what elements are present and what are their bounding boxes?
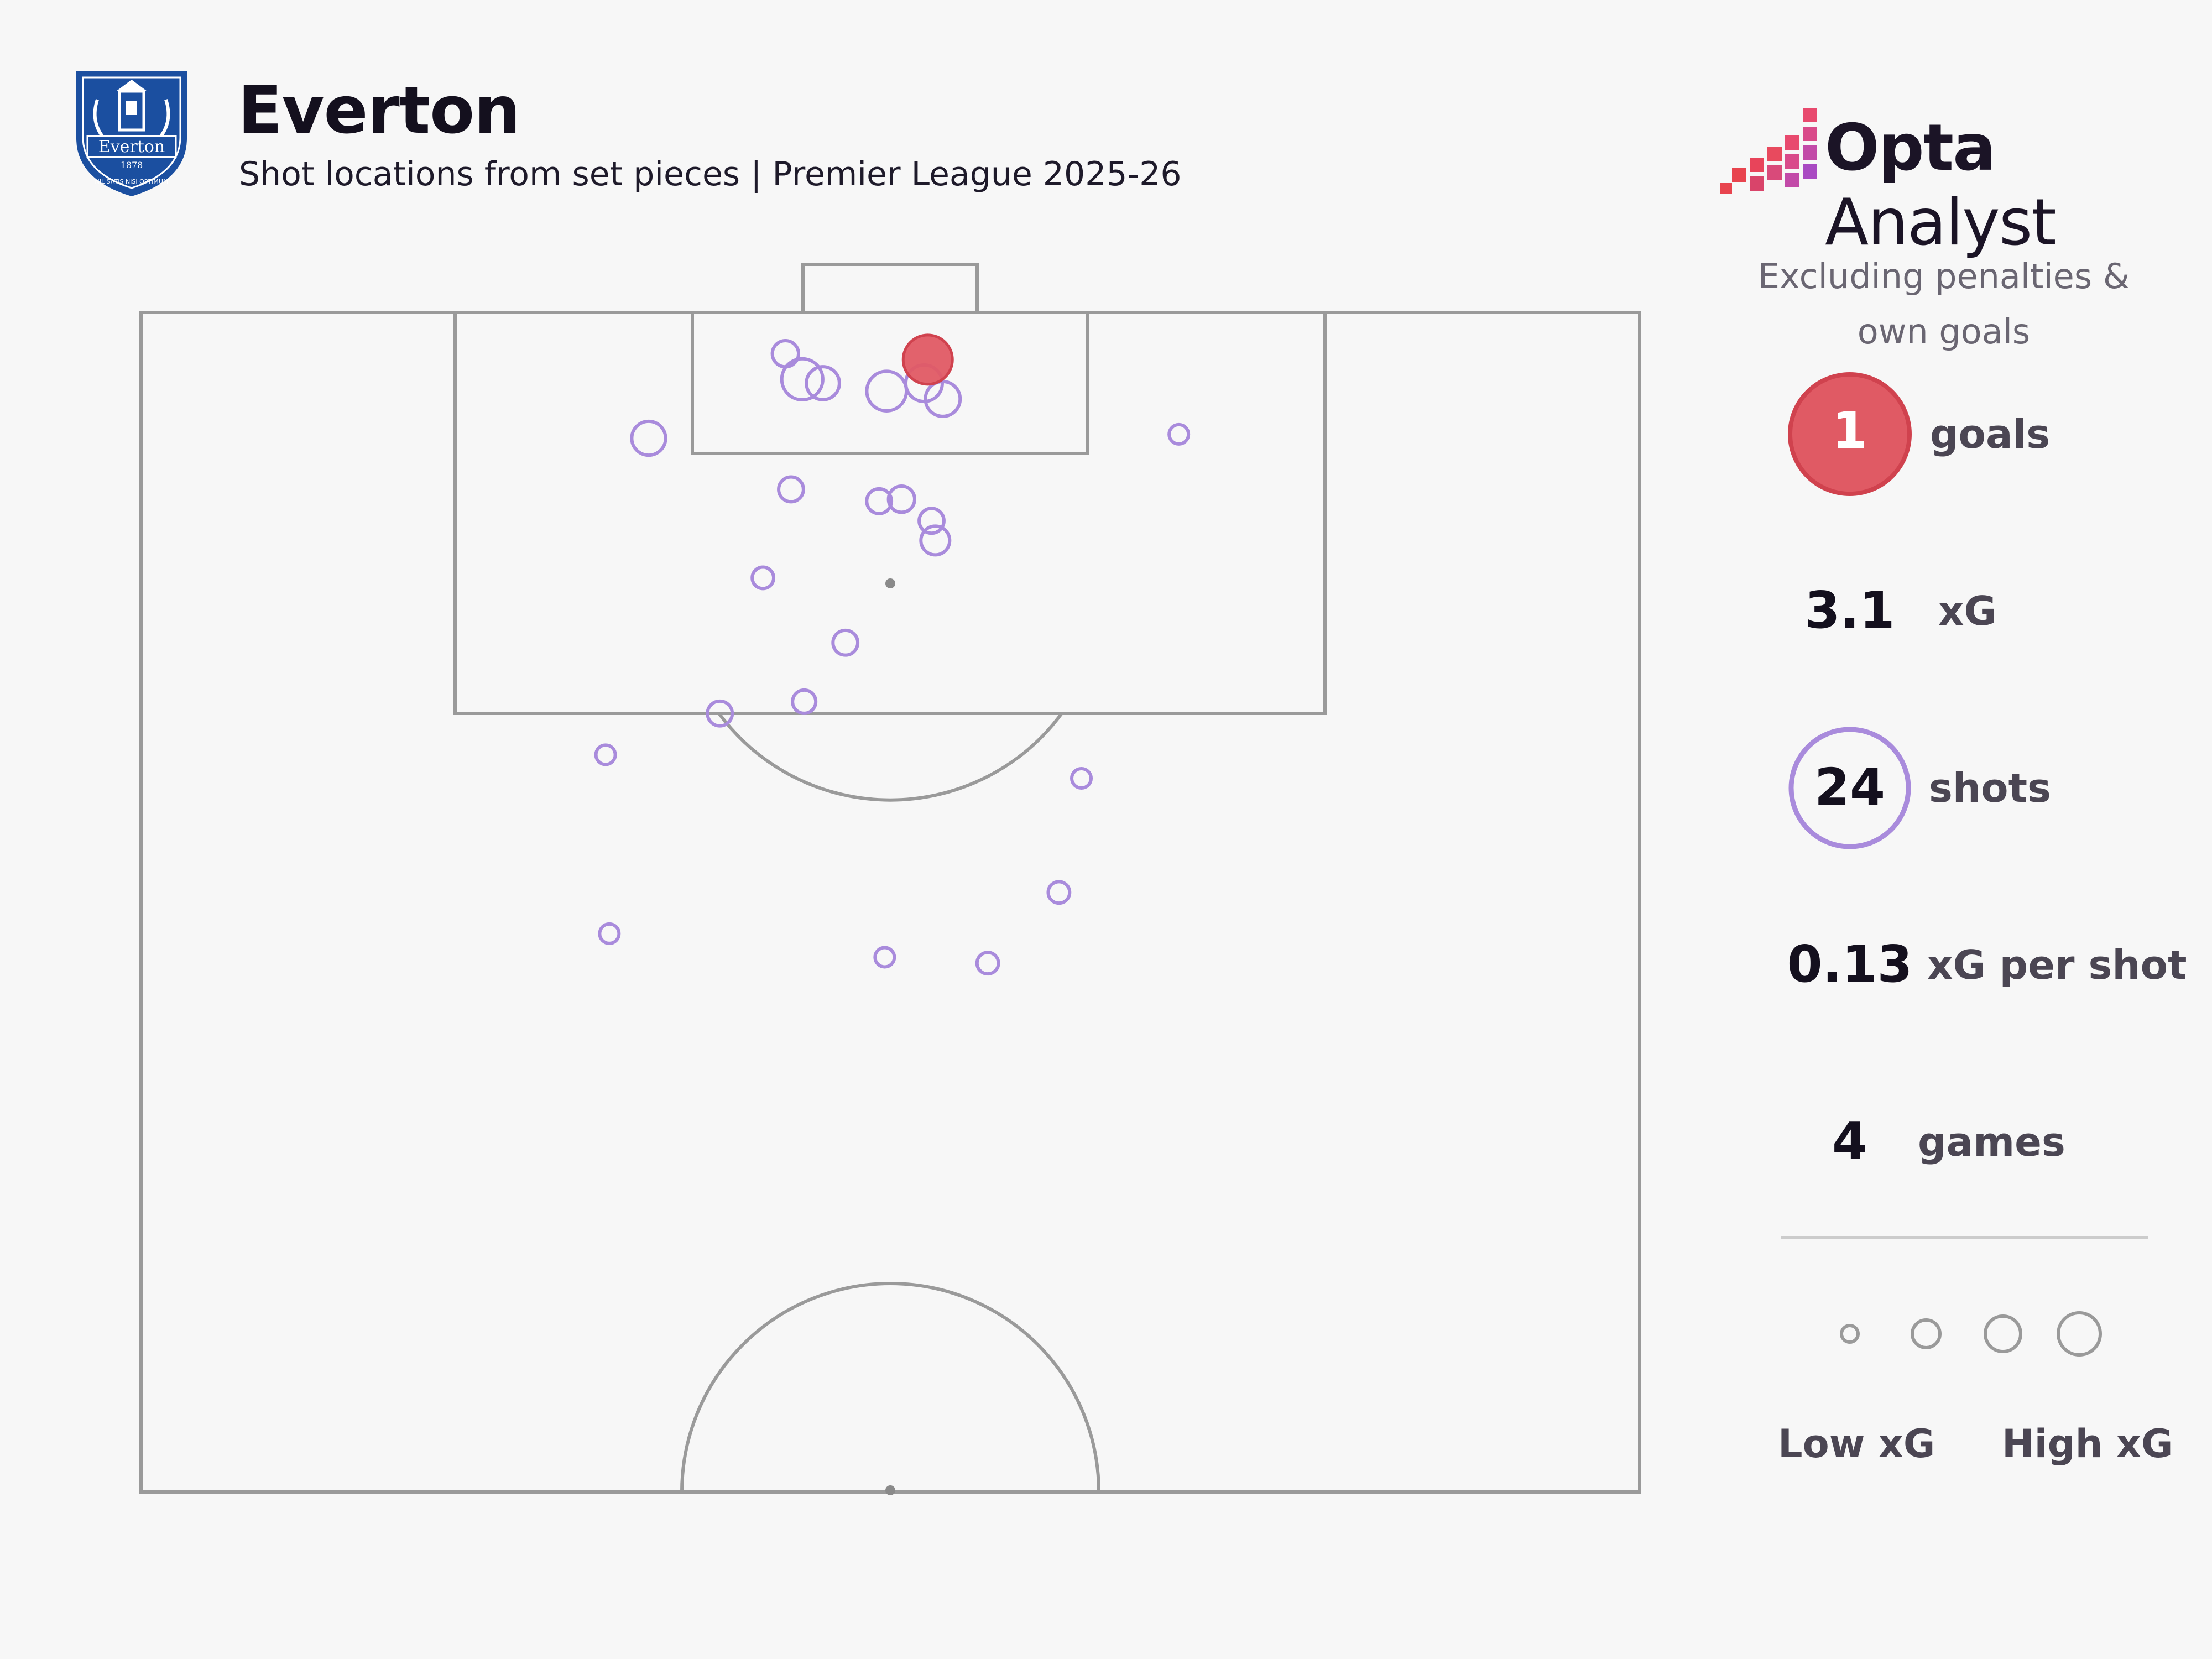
pitch-outline [139,311,1641,1494]
shot-marker [780,357,825,401]
xg-label: xG [1938,588,1997,634]
page-subtitle: Shot locations from set pieces | Premier… [239,155,1182,194]
games-label: games [1918,1119,2065,1165]
centre-spot [885,1485,895,1495]
penalty-arc [717,712,1063,802]
shot-marker [750,565,776,591]
everton-crest-icon: Everton 1878 NIL SATIS NISI OPTIMUM [76,71,187,196]
brand-name: Opta Analyst [1825,111,2057,260]
games-value: 4 [1832,1112,1867,1171]
shots-label: shots [1929,765,2051,811]
shot-marker [805,365,841,401]
shot-marker [865,487,894,515]
shot-marker [1046,880,1072,905]
goals-label: goals [1930,411,2051,457]
shot-marker [975,951,1000,976]
opta-analyst-logo-icon [1720,108,1817,194]
svg-text:NIL SATIS NISI OPTIMUM: NIL SATIS NISI OPTIMUM [95,178,169,185]
xg-per-shot-label: xG per shot [1927,942,2187,988]
shot-marker [831,628,860,657]
exclusion-note: Excluding penalties & own goals [1757,256,2130,352]
legend-low-label: Low xG [1778,1421,1936,1467]
shot-marker [886,484,917,514]
legend-size-4 [2057,1311,2102,1357]
xg-value: 3.1 [1804,581,1895,640]
page-title: Everton [238,72,520,148]
legend-size-2 [1911,1318,1942,1349]
legend-size-3 [1984,1314,2022,1353]
goal-shot-marker [901,333,954,386]
xg-per-shot-value: 0.13 [1787,935,1913,994]
shot-marker [598,922,621,945]
shot-marker [1070,767,1093,790]
shots-value: 24 [1814,758,1886,817]
shots-layer [594,333,1191,976]
shot-marker [791,688,818,715]
penalty-spot [885,578,895,588]
shot-marker [777,475,805,504]
xg-size-legend [1840,1311,2102,1357]
sidebar-divider [1781,1236,2148,1239]
legend-size-1 [1840,1324,1860,1344]
shot-marker [1167,422,1191,446]
shot-marker [924,380,962,418]
svg-text:Everton: Everton [98,137,165,156]
shots-marker-icon [1788,727,1911,849]
centre-circle [680,1282,1100,1493]
shot-marker [706,699,734,728]
shot-marker [919,524,952,557]
shot-marker [917,507,946,535]
shot-marker [594,743,617,766]
shot-marker [770,338,801,369]
pitch-lines [139,263,1641,1494]
legend-high-label: High xG [2002,1421,2173,1467]
shot-marker [865,369,909,413]
goals-value: 1 [1832,401,1867,460]
svg-text:1878: 1878 [121,160,143,170]
goals-marker-icon [1788,372,1912,496]
shot-marker [873,946,896,969]
goal [801,263,979,314]
shot-marker [630,419,667,457]
six-yard-box [691,311,1089,455]
